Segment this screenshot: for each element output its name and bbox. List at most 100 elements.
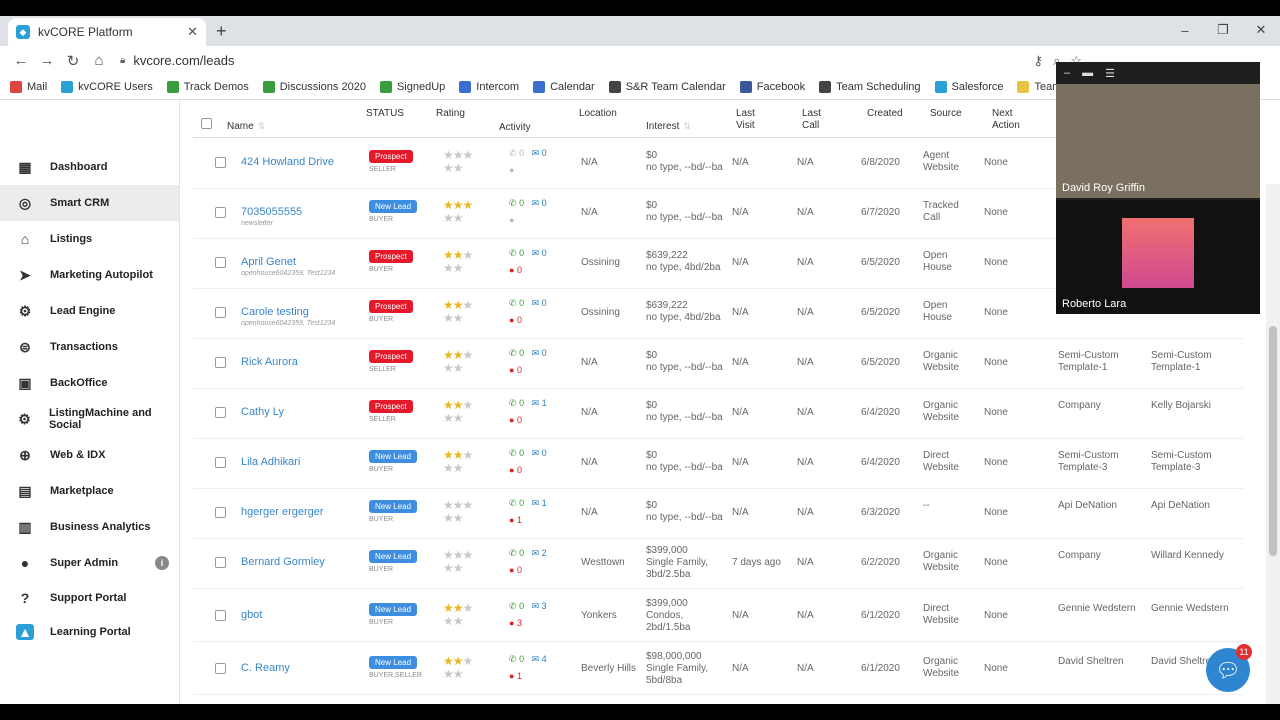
activity-cell[interactable]: ✆ 0 ✉ 3 ● 3 — [509, 598, 547, 632]
star-icon[interactable]: ★ — [443, 498, 454, 512]
reload-icon[interactable]: ↻ — [66, 52, 80, 70]
sidebar-item-super-admin[interactable]: ● Super Admin i — [0, 545, 179, 581]
star-icon[interactable]: ★ — [462, 654, 474, 668]
page-scrollbar[interactable] — [1266, 184, 1280, 704]
row-checkbox[interactable] — [215, 357, 226, 368]
star-icon[interactable]: ★ — [443, 601, 454, 615]
rating-stars[interactable]: ★★★ ★★ — [443, 298, 474, 325]
star-icon[interactable]: ★ — [443, 248, 454, 262]
col-next-action[interactable]: Next Action — [992, 108, 1020, 132]
star-icon[interactable]: ★ — [443, 348, 454, 362]
rating-stars[interactable]: ★★★ ★★ — [443, 248, 473, 275]
activity-cell[interactable]: ✆ 0 ✉ 0 ● 0 — [509, 345, 547, 379]
col-rating[interactable]: Rating — [436, 108, 465, 119]
activity-cell[interactable]: ✆ 0 ✉ 0 ● 0 — [509, 445, 547, 479]
status-badge[interactable]: Prospect — [369, 150, 413, 163]
star-icon[interactable]: ★ — [452, 448, 464, 462]
lead-name-cell[interactable]: Carole testing openhouse6042359, Test123… — [241, 306, 335, 327]
table-row[interactable]: Lila Adhikari New Lead BUYER ★★★ ★★ ✆ 0 … — [193, 439, 1243, 489]
bookmark-item[interactable]: SignedUp — [379, 81, 445, 93]
rating-stars[interactable]: ★★★ ★★ — [443, 548, 473, 575]
lead-name-link[interactable]: April Genet — [241, 256, 297, 268]
sidebar-item-transactions[interactable]: ⊜ Transactions — [0, 329, 179, 365]
status-badge[interactable]: Prospect — [369, 300, 413, 313]
status-badge[interactable]: New Lead — [369, 550, 418, 563]
row-checkbox[interactable] — [215, 407, 226, 418]
star-icon[interactable]: ★ — [443, 411, 454, 425]
lead-name-link[interactable]: gbot — [241, 609, 263, 621]
status-badge[interactable]: Prospect — [369, 400, 413, 413]
star-icon[interactable]: ★ — [452, 248, 464, 262]
key-icon[interactable]: ⚷ — [1033, 52, 1044, 68]
minimize-icon[interactable]: – — [1181, 22, 1189, 38]
table-row[interactable]: 424 Howland Drive Prospect SELLER ★★★ ★★… — [193, 139, 1243, 189]
rating-stars[interactable]: ★★★ ★★ — [443, 398, 473, 425]
col-last-call[interactable]: Last Call — [802, 108, 821, 132]
star-icon[interactable]: ★ — [443, 448, 454, 462]
lead-name-cell[interactable]: Rick Aurora — [241, 356, 298, 370]
bookmark-item[interactable]: Facebook — [739, 81, 805, 93]
lead-name-cell[interactable]: 7035055555 newsletter — [241, 206, 302, 227]
close-tab-icon[interactable]: ✕ — [187, 24, 198, 39]
sidebar-item-listingmachine-and-social[interactable]: ⚙ ListingMachine and Social — [0, 401, 179, 437]
star-icon[interactable]: ★ — [443, 398, 454, 412]
bookmark-item[interactable]: Team Scheduling — [819, 81, 921, 93]
table-row[interactable]: 7035055555 newsletter New Lead BUYER ★★★… — [193, 189, 1243, 239]
star-icon[interactable]: ★ — [443, 461, 454, 475]
lead-name-link[interactable]: Bernard Gormley — [241, 556, 325, 568]
maximize-icon[interactable]: ❐ — [1217, 22, 1229, 37]
star-icon[interactable]: ★ — [443, 561, 454, 575]
table-row[interactable]: Carole testing openhouse6042359, Test123… — [193, 289, 1243, 339]
star-icon[interactable]: ★ — [452, 654, 464, 668]
table-row[interactable]: C. Reamy New Lead BUYER,SELLER ★★★ ★★ ✆ … — [193, 645, 1243, 695]
address-bar[interactable]: 🔒︎ kvcore.com/leads — [120, 50, 1034, 72]
bookmark-item[interactable]: Salesforce — [934, 81, 1003, 93]
star-icon[interactable]: ★ — [452, 461, 464, 475]
table-row[interactable]: Rick Aurora Prospect SELLER ★★★ ★★ ✆ 0 ✉… — [193, 339, 1243, 389]
star-icon[interactable]: ★ — [452, 398, 464, 412]
lead-name-cell[interactable]: April Genet openhouse6042359, Test1234 — [241, 256, 335, 277]
browser-tab[interactable]: ◆ kvCORE Platform ✕ — [8, 18, 206, 46]
sidebar-item-backoffice[interactable]: ▣ BackOffice — [0, 365, 179, 401]
star-icon[interactable]: ★ — [462, 498, 474, 512]
star-icon[interactable]: ★ — [452, 601, 464, 615]
star-icon[interactable]: ★ — [443, 311, 454, 325]
scrollbar-thumb[interactable] — [1269, 326, 1277, 556]
row-checkbox[interactable] — [215, 207, 226, 218]
video-speaker-icon[interactable]: ☰ — [1105, 67, 1115, 80]
activity-cell[interactable]: ✆ 0 ✉ 2 ● 0 — [509, 545, 547, 579]
star-icon[interactable]: ★ — [462, 348, 474, 362]
forward-icon[interactable]: → — [39, 52, 55, 69]
star-icon[interactable]: ★ — [443, 161, 454, 175]
rating-stars[interactable]: ★★★ ★★ — [443, 498, 474, 525]
star-icon[interactable]: ★ — [443, 548, 454, 562]
sidebar-item-dashboard[interactable]: ▦ Dashboard — [0, 149, 179, 185]
bookmark-item[interactable]: Mail — [10, 81, 47, 93]
col-interest[interactable]: Interest ⇅ — [646, 121, 691, 132]
lead-name-link[interactable]: Carole testing — [241, 306, 309, 318]
lead-name-link[interactable]: Lila Adhikari — [241, 456, 301, 468]
lead-name-cell[interactable]: Lila Adhikari — [241, 456, 300, 470]
row-checkbox[interactable] — [215, 663, 226, 674]
star-icon[interactable]: ★ — [443, 654, 454, 668]
star-icon[interactable]: ★ — [462, 198, 474, 212]
activity-cell[interactable]: ✆ 0 ✉ 1 ● 1 — [509, 495, 547, 529]
row-checkbox[interactable] — [215, 610, 226, 621]
table-row[interactable]: hgerger ergerger New Lead BUYER ★★★ ★★ ✆… — [193, 489, 1243, 539]
star-icon[interactable]: ★ — [452, 561, 464, 575]
lead-name-cell[interactable]: hgerger ergerger — [241, 506, 324, 520]
star-icon[interactable]: ★ — [452, 548, 464, 562]
row-checkbox[interactable] — [215, 557, 226, 568]
star-icon[interactable]: ★ — [462, 298, 474, 312]
sidebar-item-learning-portal[interactable]: ▲ Learning Portal — [0, 615, 179, 649]
row-checkbox[interactable] — [215, 457, 226, 468]
sidebar-item-web-idx[interactable]: ⊕ Web & IDX — [0, 437, 179, 473]
info-icon[interactable]: i — [155, 556, 169, 570]
table-row[interactable]: Cathy Ly Prospect SELLER ★★★ ★★ ✆ 0 ✉ 1 … — [193, 389, 1243, 439]
row-checkbox[interactable] — [215, 157, 226, 168]
star-icon[interactable]: ★ — [443, 148, 454, 162]
star-icon[interactable]: ★ — [443, 298, 454, 312]
select-all-checkbox[interactable] — [201, 118, 212, 129]
bookmark-item[interactable]: Calendar — [533, 81, 595, 93]
chat-launcher-button[interactable]: 💬︎ 11 — [1206, 644, 1252, 692]
